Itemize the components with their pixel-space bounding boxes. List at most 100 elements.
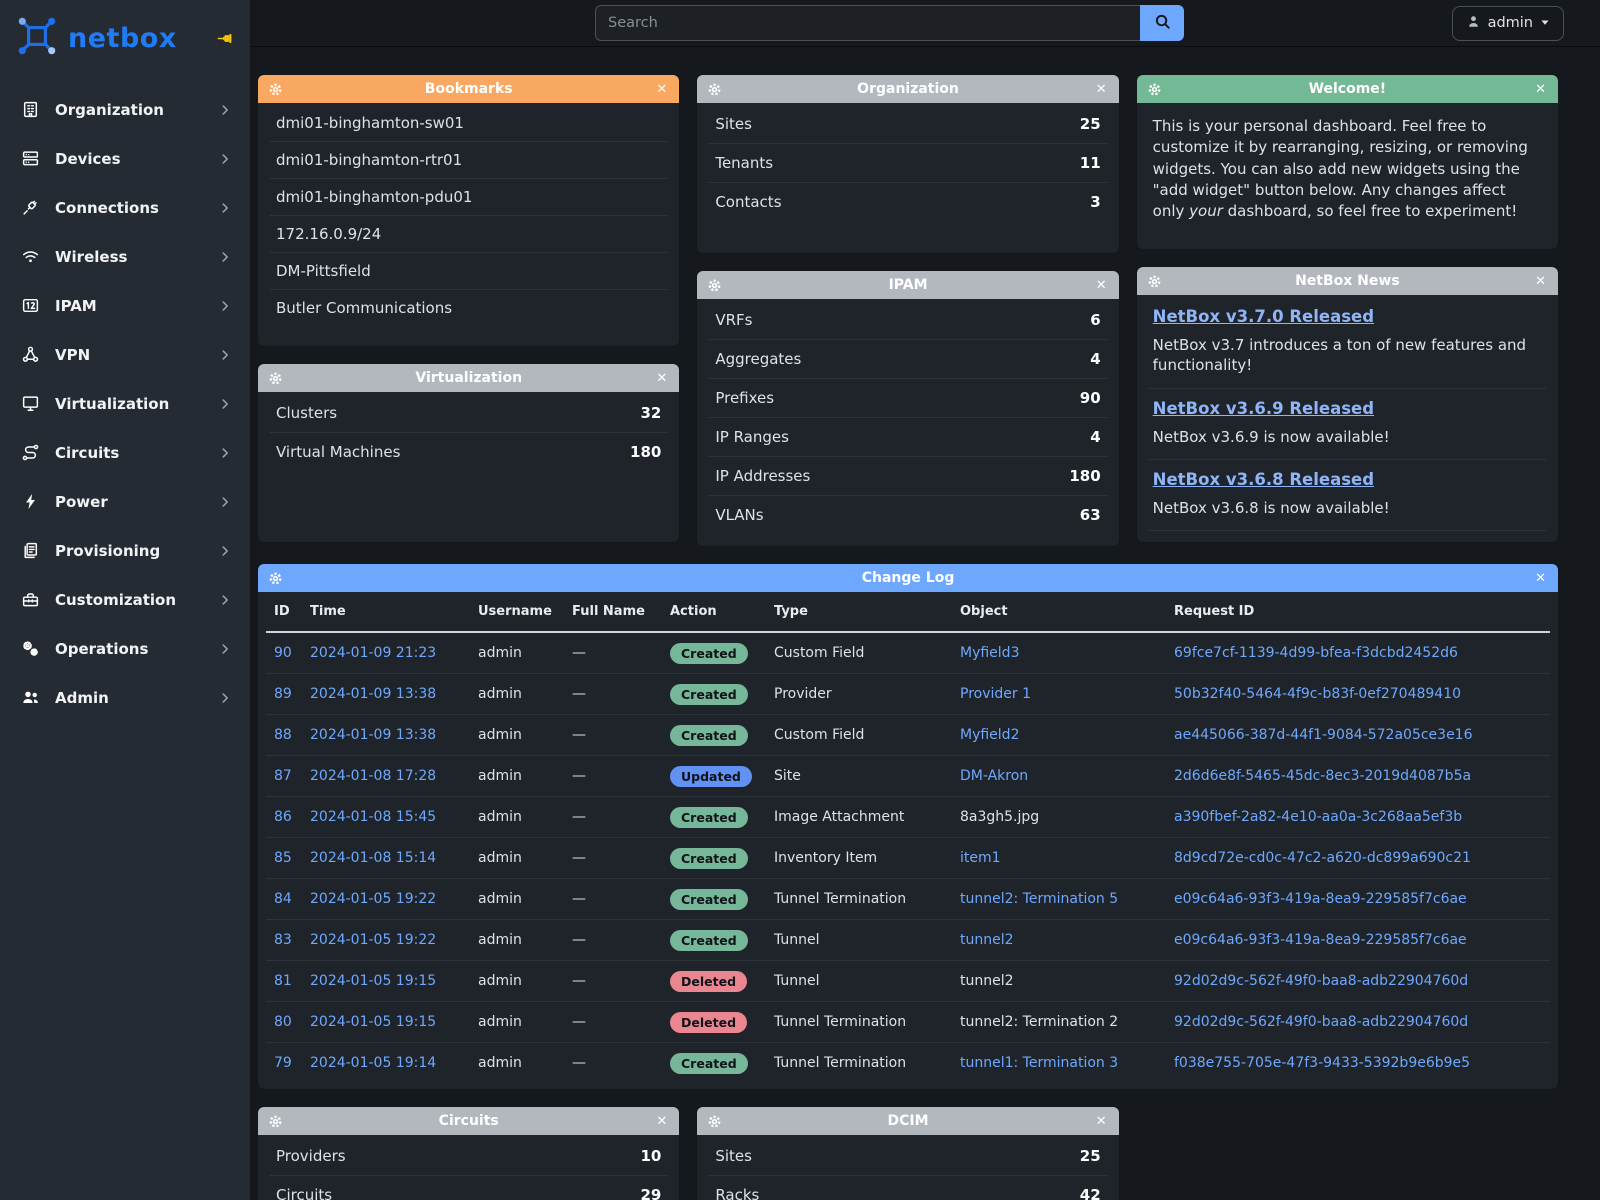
change-time-link[interactable]: 2024-01-05 19:15 — [310, 1014, 437, 1030]
sidebar-item[interactable]: Connections — [0, 183, 250, 232]
stat-label[interactable]: Tenants — [715, 154, 774, 172]
change-time-link[interactable]: 2024-01-09 21:23 — [310, 645, 437, 661]
stat-value[interactable]: 180 — [1069, 467, 1101, 485]
change-id-link[interactable]: 83 — [274, 932, 292, 948]
stat-label[interactable]: IP Ranges — [715, 428, 789, 446]
widget-close-icon[interactable]: ✕ — [656, 1113, 668, 1129]
change-id-link[interactable]: 90 — [274, 645, 292, 661]
stat-label[interactable]: Aggregates — [715, 350, 802, 368]
change-time-link[interactable]: 2024-01-08 17:28 — [310, 768, 437, 784]
request-id-link[interactable]: e09c64a6-93f3-419a-8ea9-229585f7c6ae — [1174, 891, 1467, 907]
widget-close-icon[interactable]: ✕ — [1535, 273, 1546, 289]
change-id-link[interactable]: 85 — [274, 850, 292, 866]
bookmark-item[interactable]: dmi01-binghamton-rtr01 — [270, 142, 668, 179]
change-object-link[interactable]: tunnel2: Termination 5 — [960, 891, 1119, 907]
search-button[interactable] — [1140, 5, 1184, 41]
change-object-link[interactable]: tunnel2: Termination 2 — [960, 1014, 1119, 1030]
user-menu-button[interactable]: admin — [1451, 5, 1564, 41]
change-id-link[interactable]: 89 — [274, 686, 292, 702]
sidebar-item[interactable]: Circuits — [0, 428, 250, 477]
change-time-link[interactable]: 2024-01-05 19:15 — [310, 973, 437, 989]
sidebar-item[interactable]: IPAM — [0, 281, 250, 330]
widget-close-icon[interactable]: ✕ — [656, 370, 668, 386]
widget-close-icon[interactable]: ✕ — [656, 81, 668, 97]
sidebar-item[interactable]: Organization — [0, 85, 250, 134]
widget-config-icon[interactable] — [707, 82, 722, 97]
stat-value[interactable]: 25 — [1079, 115, 1101, 133]
request-id-link[interactable]: 8d9cd72e-cd0c-47c2-a620-dc899a690c21 — [1174, 850, 1471, 866]
stat-value[interactable]: 180 — [630, 443, 662, 461]
request-id-link[interactable]: 69fce7cf-1139-4d99-bfea-f3dcbd2452d6 — [1174, 645, 1458, 661]
change-id-link[interactable]: 80 — [274, 1014, 292, 1030]
sidebar-item[interactable]: Power — [0, 477, 250, 526]
stat-value[interactable]: 4 — [1090, 350, 1101, 368]
widget-close-icon[interactable]: ✕ — [1095, 81, 1107, 97]
stat-label[interactable]: Providers — [276, 1147, 346, 1165]
change-object-link[interactable]: Myfield3 — [960, 645, 1020, 661]
stat-label[interactable]: VLANs — [715, 506, 764, 524]
widget-config-icon[interactable] — [268, 82, 283, 97]
change-object-link[interactable]: Myfield2 — [960, 727, 1020, 743]
change-id-link[interactable]: 79 — [274, 1055, 292, 1071]
stat-value[interactable]: 63 — [1079, 506, 1101, 524]
change-id-link[interactable]: 88 — [274, 727, 292, 743]
search-input[interactable] — [595, 5, 1140, 41]
change-id-link[interactable]: 86 — [274, 809, 292, 825]
stat-label[interactable]: Contacts — [715, 193, 782, 211]
sidebar-item[interactable]: Wireless — [0, 232, 250, 281]
request-id-link[interactable]: e09c64a6-93f3-419a-8ea9-229585f7c6ae — [1174, 932, 1467, 948]
sidebar-item[interactable]: Customization — [0, 575, 250, 624]
stat-value[interactable]: 11 — [1079, 154, 1101, 172]
stat-value[interactable]: 29 — [640, 1186, 662, 1200]
news-link[interactable]: NetBox v3.7.0 Released — [1152, 307, 1375, 326]
stat-label[interactable]: Prefixes — [715, 389, 775, 407]
news-link[interactable]: NetBox v3.6.8 Released — [1152, 469, 1375, 489]
news-link[interactable]: NetBox v3.6.9 Released — [1152, 398, 1375, 418]
change-id-link[interactable]: 84 — [274, 891, 292, 907]
stat-label[interactable]: Clusters — [276, 404, 338, 422]
news-link[interactable]: NetBox v3.6.7 Released — [1153, 541, 1374, 542]
request-id-link[interactable]: a390fbef-2a82-4e10-aa0a-3c268aa5ef3b — [1174, 809, 1463, 825]
bookmark-item[interactable]: DM-Pittsfield — [270, 253, 668, 290]
stat-label[interactable]: Virtual Machines — [276, 443, 401, 461]
widget-close-icon[interactable]: ✕ — [1095, 277, 1107, 293]
stat-value[interactable]: 32 — [640, 404, 662, 422]
request-id-link[interactable]: 50b32f40-5464-4f9c-b83f-0ef270489410 — [1174, 686, 1462, 702]
stat-label[interactable]: IP Addresses — [715, 467, 811, 485]
change-time-link[interactable]: 2024-01-08 15:45 — [310, 809, 437, 825]
change-time-link[interactable]: 2024-01-05 19:14 — [310, 1055, 437, 1071]
stat-label[interactable]: Sites — [715, 1147, 752, 1165]
change-time-link[interactable]: 2024-01-09 13:38 — [310, 686, 437, 702]
sidebar-item[interactable]: Virtualization — [0, 379, 250, 428]
widget-config-icon[interactable] — [268, 571, 283, 586]
change-object-link[interactable]: tunnel2 — [960, 973, 1014, 989]
change-id-link[interactable]: 87 — [274, 768, 292, 784]
stat-value[interactable]: 10 — [640, 1147, 662, 1165]
widget-config-icon[interactable] — [268, 371, 283, 386]
change-object-link[interactable]: 8a3gh5.jpg — [960, 809, 1040, 825]
stat-label[interactable]: Sites — [715, 115, 752, 133]
widget-close-icon[interactable]: ✕ — [1095, 1113, 1107, 1129]
change-object-link[interactable]: DM-Akron — [960, 768, 1029, 784]
change-time-link[interactable]: 2024-01-09 13:38 — [310, 727, 437, 743]
bookmark-item[interactable]: Butler Communications — [270, 290, 667, 326]
widget-config-icon[interactable] — [707, 278, 722, 293]
sidebar-item[interactable]: Operations — [0, 624, 250, 673]
request-id-link[interactable]: 92d02d9c-562f-49f0-baa8-adb22904760d — [1174, 973, 1469, 989]
change-object-link[interactable]: item1 — [960, 850, 1001, 866]
stat-label[interactable]: Circuits — [276, 1186, 333, 1200]
stat-value[interactable]: 42 — [1079, 1186, 1101, 1200]
widget-config-icon[interactable] — [707, 1114, 722, 1129]
widget-close-icon[interactable]: ✕ — [1535, 570, 1546, 586]
stat-value[interactable]: 25 — [1079, 1147, 1101, 1165]
stat-value[interactable]: 90 — [1079, 389, 1101, 407]
stat-value[interactable]: 6 — [1090, 311, 1101, 329]
stat-value[interactable]: 3 — [1090, 193, 1101, 211]
request-id-link[interactable]: 92d02d9c-562f-49f0-baa8-adb22904760d — [1174, 1014, 1469, 1030]
stat-value[interactable]: 4 — [1090, 428, 1101, 446]
stat-label[interactable]: VRFs — [715, 311, 753, 329]
change-object-link[interactable]: tunnel1: Termination 3 — [960, 1055, 1119, 1071]
bookmark-item[interactable]: 172.16.0.9/24 — [270, 216, 668, 253]
widget-config-icon[interactable] — [268, 1114, 283, 1129]
sidebar-item[interactable]: Admin — [0, 673, 250, 722]
